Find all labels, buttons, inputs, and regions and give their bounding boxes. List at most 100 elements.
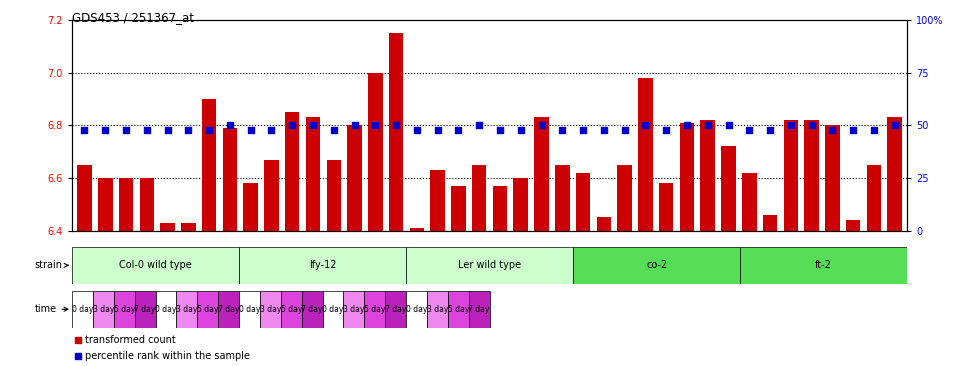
Bar (239, 247, 406, 284)
Bar (202, 99, 216, 231)
Bar (260, 291, 280, 328)
Bar (451, 186, 466, 231)
Text: 0 day: 0 day (323, 305, 344, 314)
Bar (573, 247, 740, 284)
Bar (576, 173, 590, 231)
Text: 0 day: 0 day (72, 305, 93, 314)
Text: Col-0 wild type: Col-0 wild type (119, 260, 192, 270)
Point (357, 105, 372, 111)
Bar (160, 223, 175, 231)
Text: 5 day: 5 day (364, 305, 386, 314)
Bar (659, 183, 674, 231)
Point (98, 127, 113, 132)
Text: GDS453 / 251367_at: GDS453 / 251367_at (72, 11, 194, 24)
Text: time: time (35, 304, 68, 314)
Point (596, 127, 612, 132)
Text: 0 day: 0 day (239, 305, 260, 314)
Text: 0 day: 0 day (156, 305, 177, 314)
Text: 5 day: 5 day (280, 305, 302, 314)
Text: 5 day: 5 day (447, 305, 469, 314)
Bar (326, 160, 341, 231)
Point (866, 127, 881, 132)
Point (659, 127, 674, 132)
Point (389, 122, 404, 128)
Text: lfy-12: lfy-12 (309, 260, 336, 270)
Point (77, 127, 92, 132)
Point (534, 122, 549, 128)
Text: 3 day: 3 day (259, 305, 281, 314)
Point (202, 127, 217, 132)
Point (825, 127, 840, 132)
Bar (244, 183, 258, 231)
Bar (305, 117, 321, 231)
Point (575, 127, 590, 132)
Text: 5 day: 5 day (197, 305, 219, 314)
Bar (223, 128, 237, 231)
Bar (119, 178, 133, 231)
Point (305, 122, 321, 128)
Bar (344, 291, 365, 328)
Text: transformed count: transformed count (85, 335, 177, 345)
Point (887, 122, 902, 128)
Bar (77, 165, 92, 231)
Bar (514, 178, 528, 231)
Bar (72, 247, 239, 284)
Bar (98, 178, 112, 231)
Point (264, 127, 279, 132)
Bar (139, 178, 154, 231)
Bar (72, 291, 93, 328)
Point (721, 122, 736, 128)
Point (118, 127, 133, 132)
Bar (93, 291, 113, 328)
Bar (385, 291, 406, 328)
Text: 0 day: 0 day (406, 305, 427, 314)
Text: 7 day: 7 day (218, 305, 239, 314)
Bar (783, 120, 798, 231)
Point (804, 122, 819, 128)
Bar (177, 291, 197, 328)
Bar (427, 291, 447, 328)
Bar (447, 291, 468, 328)
Text: strain: strain (35, 260, 68, 270)
Point (160, 127, 176, 132)
Bar (846, 220, 860, 231)
Bar (721, 146, 735, 231)
Text: ft-2: ft-2 (815, 260, 832, 270)
Text: 3 day: 3 day (426, 305, 448, 314)
Bar (826, 126, 840, 231)
Bar (492, 186, 507, 231)
Point (284, 122, 300, 128)
Point (243, 127, 258, 132)
Point (555, 127, 570, 132)
Bar (285, 112, 300, 231)
Bar (198, 291, 218, 328)
Point (180, 127, 196, 132)
Text: Ler wild type: Ler wild type (458, 260, 521, 270)
Bar (239, 291, 260, 328)
Bar (264, 160, 278, 231)
Bar (365, 291, 385, 328)
Bar (468, 291, 490, 328)
Point (492, 127, 508, 132)
Text: co-2: co-2 (646, 260, 667, 270)
Point (368, 122, 383, 128)
Point (451, 127, 467, 132)
Bar (887, 117, 902, 231)
Bar (348, 126, 362, 231)
Bar (742, 173, 756, 231)
Point (347, 122, 362, 128)
Bar (763, 215, 778, 231)
Bar (368, 73, 383, 231)
Bar (406, 247, 573, 284)
Bar (701, 120, 715, 231)
Bar (113, 291, 134, 328)
Bar (555, 165, 569, 231)
Bar (301, 291, 323, 328)
Bar (617, 165, 632, 231)
Bar (156, 291, 177, 328)
Bar (134, 291, 156, 328)
Bar (638, 78, 653, 231)
Text: 3 day: 3 day (92, 305, 114, 314)
Point (222, 122, 237, 128)
Bar (323, 291, 344, 328)
